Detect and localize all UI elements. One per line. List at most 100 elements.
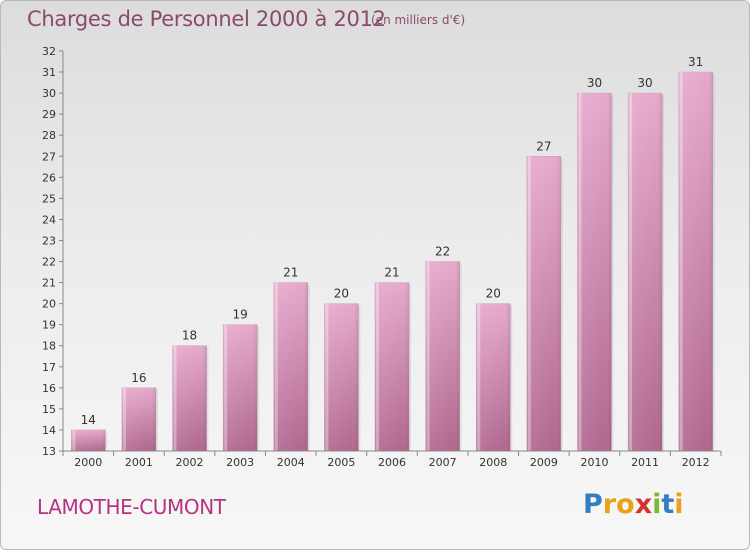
bar-highlight [376, 282, 379, 451]
data-label: 30 [587, 76, 602, 90]
y-tick-label: 27 [42, 150, 56, 163]
y-tick-label: 32 [42, 45, 56, 58]
logo-letter: i [674, 489, 684, 520]
logo-letter: i [652, 489, 662, 520]
logo-letter: x [634, 489, 653, 520]
bar-shadow [459, 263, 462, 451]
bar-highlight [629, 93, 633, 452]
y-tick-label: 23 [42, 234, 56, 247]
bar-shade [324, 303, 359, 451]
bar-shade [678, 72, 713, 451]
bar-shadow [510, 305, 513, 451]
x-tick-label: 2008 [479, 456, 507, 469]
bar-shade [172, 345, 207, 451]
data-label: 21 [283, 266, 298, 280]
bar-highlight [527, 156, 531, 451]
bar-shadow [358, 305, 361, 451]
data-label: 22 [435, 245, 450, 259]
y-tick-label: 16 [42, 382, 56, 395]
bar-shade [577, 93, 612, 452]
y-tick-label: 28 [42, 129, 56, 142]
bar-shadow [155, 389, 158, 451]
chart-subtitle: (en milliers d'€) [371, 13, 466, 27]
bar-shadow [611, 95, 614, 452]
bar-shade [476, 303, 511, 451]
data-label: 20 [486, 287, 501, 301]
bar-highlight [224, 324, 228, 451]
x-tick-label: 2003 [226, 456, 254, 469]
y-axis: 13 14 15 16 17 18 19 20 21 22 23 24 25 26 27 28 29 30 31 32 [42, 45, 64, 458]
y-tick-label: 21 [42, 277, 56, 290]
data-label: 14 [81, 413, 96, 427]
y-tick-label: 20 [42, 298, 56, 311]
bar-shade [375, 282, 409, 451]
bar-highlight [274, 282, 278, 451]
logo-letter: P [583, 489, 603, 520]
y-tick-label: 19 [42, 319, 56, 332]
y-tick-label: 24 [42, 213, 56, 226]
x-tick-label: 2005 [327, 456, 355, 469]
bar-shade [425, 261, 460, 451]
chart-title: Charges de Personnel 2000 à 2012 [27, 7, 386, 31]
data-label: 21 [384, 266, 399, 280]
x-tick-label: 2007 [429, 456, 457, 469]
x-tick-label: 2012 [682, 456, 710, 469]
bar-highlight [72, 429, 76, 451]
bars: 14 16 18 19 21 20 21 22 20 27 30 30 31 [71, 55, 715, 452]
place-name: LAMOTHE-CUMONT [37, 495, 226, 519]
x-tick-label: 2011 [631, 456, 659, 469]
logo-letter: t [661, 489, 675, 520]
logo-letter: o [616, 489, 635, 520]
y-tick-label: 18 [42, 340, 56, 353]
bar-shadow [105, 431, 108, 451]
bar-shade [223, 324, 258, 451]
y-tick-label: 17 [42, 361, 56, 374]
logo-letter: r [602, 489, 617, 520]
x-tick-label: 2004 [277, 456, 305, 469]
data-label: 20 [334, 287, 349, 301]
bar-shade [71, 429, 106, 451]
bar-highlight [173, 345, 177, 451]
y-tick-label: 14 [42, 424, 56, 437]
y-tick-label: 13 [42, 445, 56, 458]
y-tick-label: 15 [42, 403, 56, 416]
proxiti-logo[interactable]: Proxiti [583, 489, 684, 520]
y-tick-label: 26 [42, 171, 56, 184]
bar-shade [628, 93, 663, 452]
x-tick-label: 2010 [580, 456, 608, 469]
y-tick-label: 25 [42, 192, 56, 205]
bar-shadow [307, 284, 310, 451]
data-label: 18 [182, 329, 197, 343]
x-tick-label: 2001 [125, 456, 153, 469]
bar-shadow [712, 74, 715, 451]
bar-shadow [409, 284, 411, 451]
bar-highlight [477, 303, 481, 451]
data-label: 27 [536, 139, 551, 153]
bar-highlight [122, 387, 126, 451]
x-tick-label: 2009 [530, 456, 558, 469]
x-tick-label: 2002 [176, 456, 204, 469]
data-label: 16 [131, 371, 146, 385]
y-tick-label: 22 [42, 256, 56, 269]
bar-highlight [578, 93, 582, 452]
y-tick-label: 29 [42, 108, 56, 121]
data-label: 19 [233, 308, 248, 322]
data-label: 31 [688, 55, 703, 69]
y-tick-label: 30 [42, 87, 56, 100]
bar-shade [121, 387, 156, 451]
bar-highlight [679, 72, 683, 451]
x-tick-label: 2006 [378, 456, 406, 469]
bar-highlight [426, 261, 430, 451]
bar-shade [526, 156, 561, 451]
bar-shade [273, 282, 308, 451]
x-axis: 2000 2001 2002 2003 2004 2005 2006 2007 2008 2009… [62, 450, 722, 469]
bar-shadow [206, 347, 209, 451]
bar-shadow [662, 95, 665, 452]
y-tick-label: 31 [42, 66, 56, 79]
x-tick-label: 2000 [74, 456, 102, 469]
bar-highlight [325, 303, 329, 451]
data-label: 30 [637, 76, 652, 90]
bar-shadow [560, 158, 563, 451]
